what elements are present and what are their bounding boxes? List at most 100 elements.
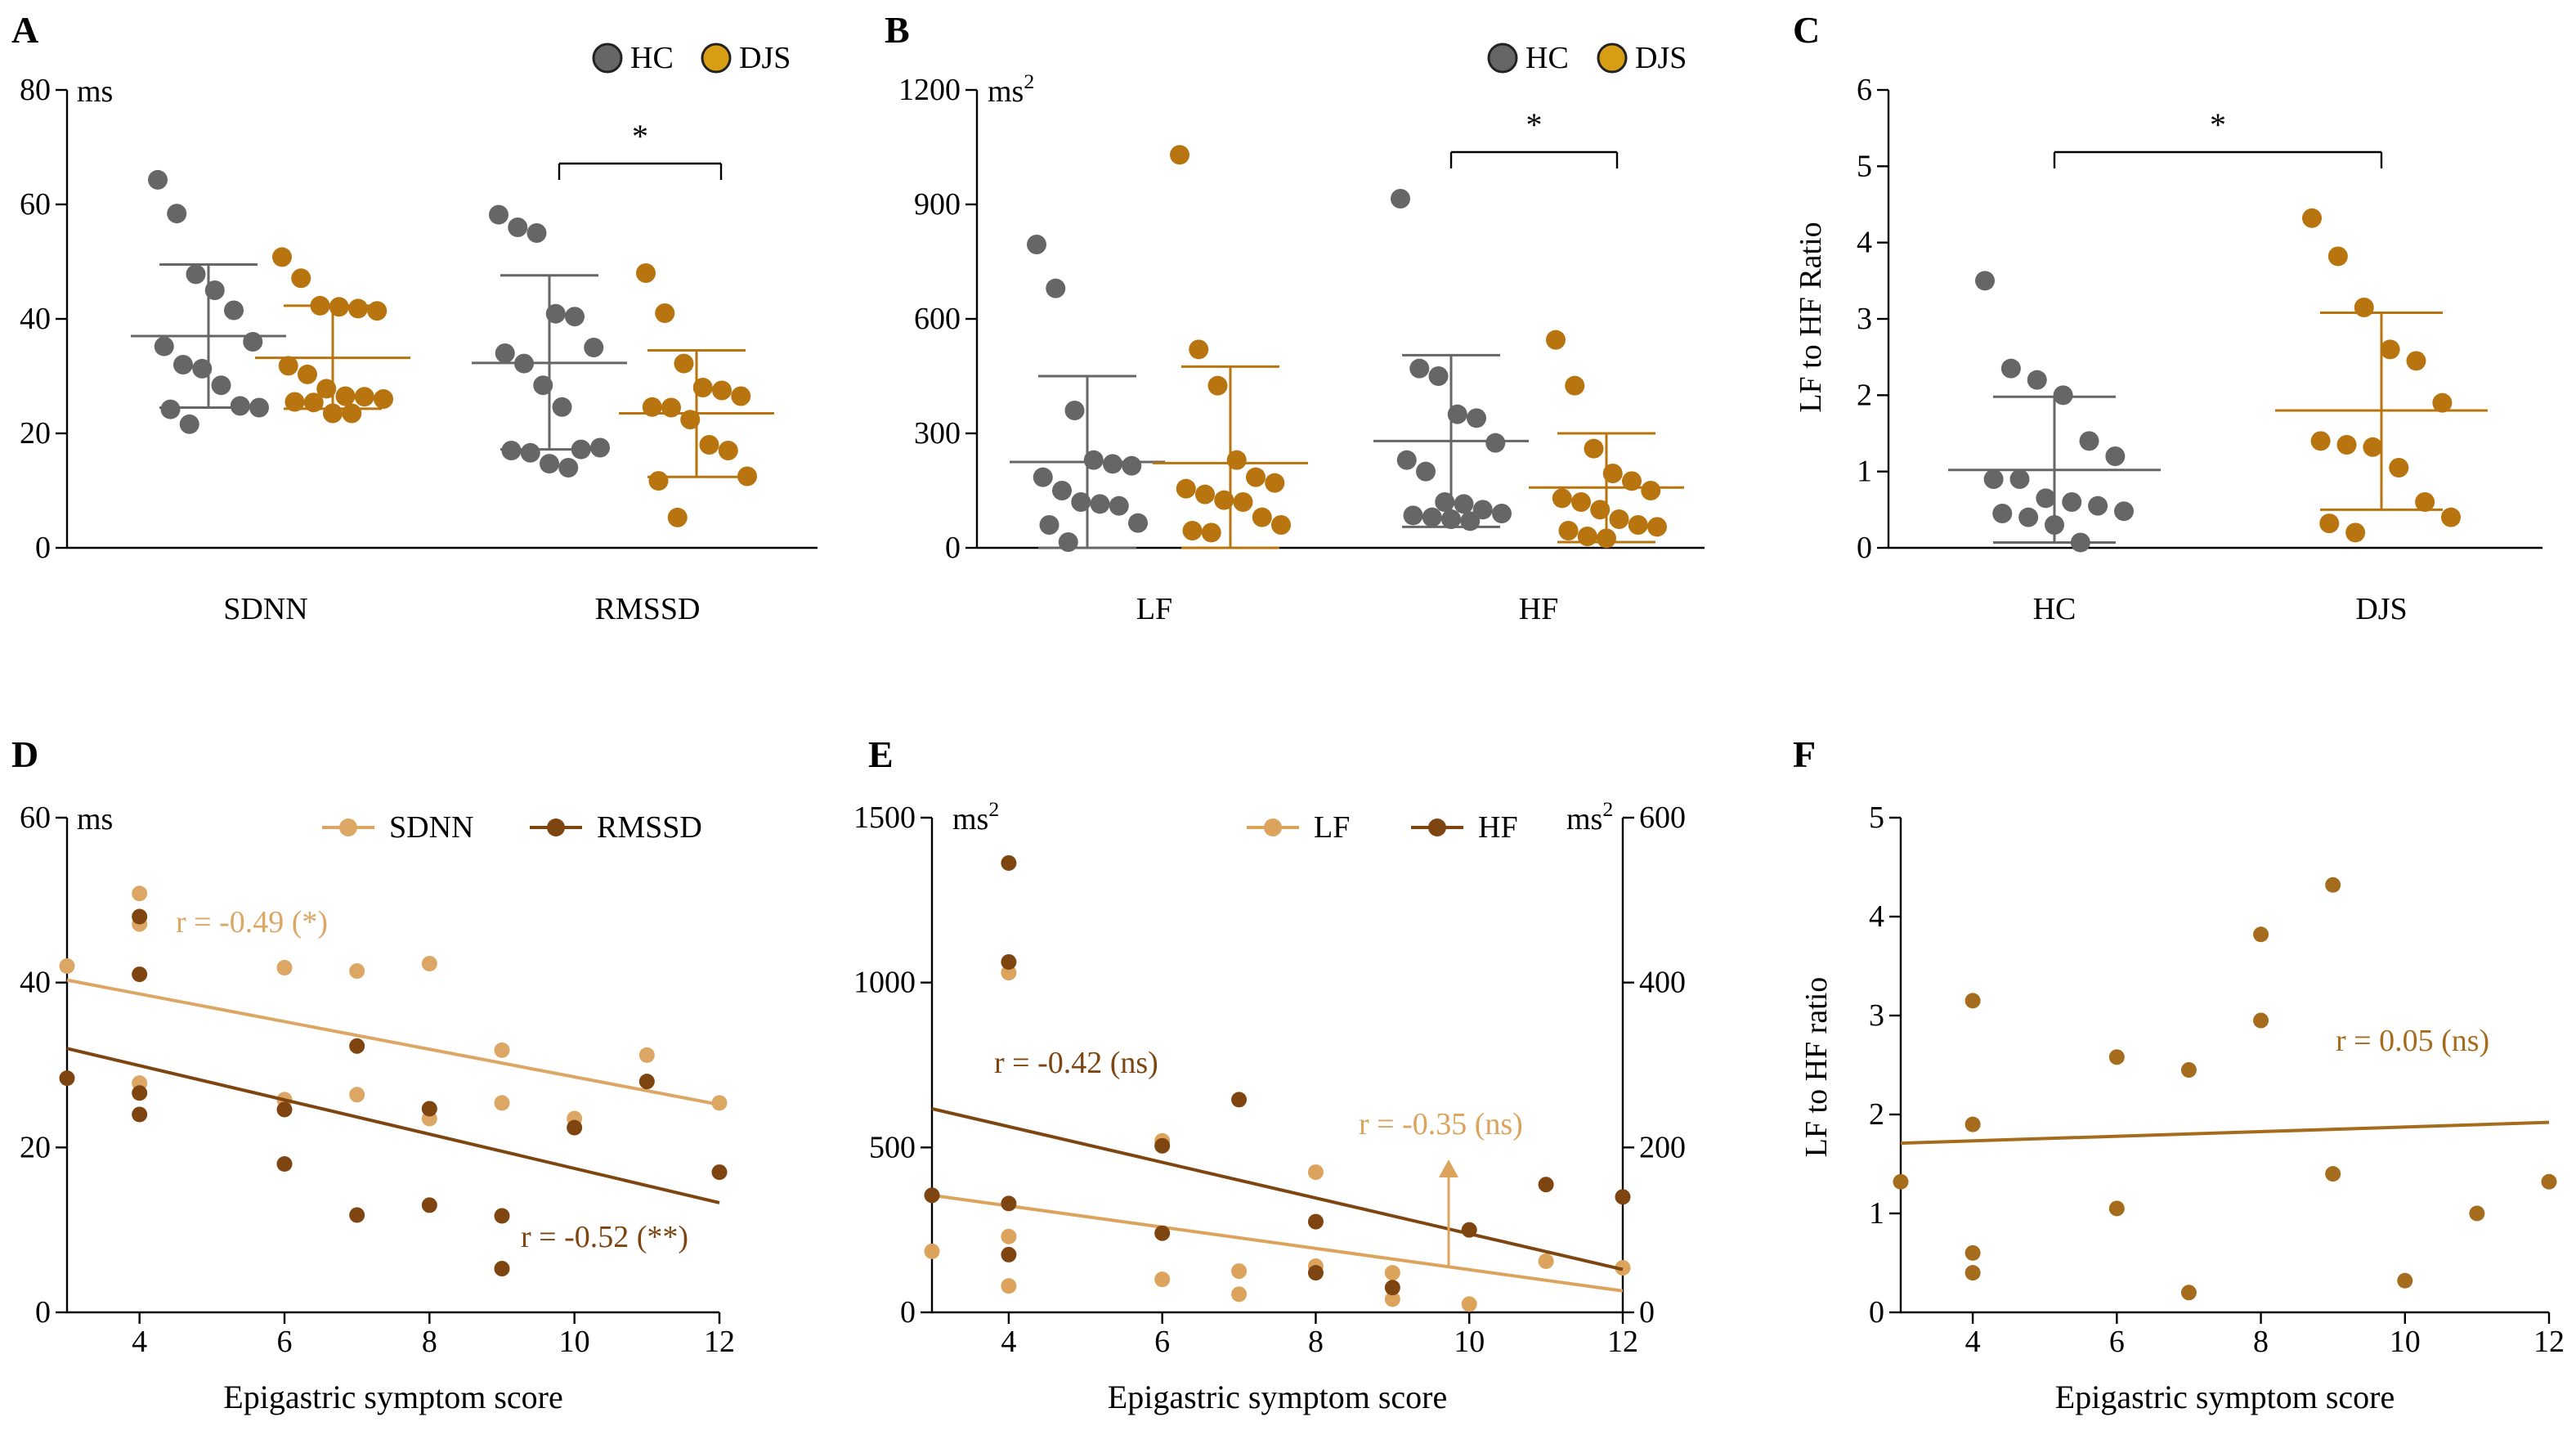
- y-tick-label: 2: [1869, 1097, 1884, 1132]
- panel-c: C 0 1 2 3 4 5 6 LF to HF Ratio HC DJS *: [1793, 9, 2542, 626]
- data-point: [160, 399, 181, 419]
- unit-superscript: 2: [1024, 70, 1034, 93]
- data-point: [1447, 404, 1467, 424]
- legend-marker: [1264, 818, 1282, 836]
- data-point: [349, 963, 365, 980]
- data-point: [924, 1243, 940, 1259]
- data-point: [565, 307, 585, 327]
- y-tick-label: 1: [1869, 1196, 1884, 1231]
- data-point: [2009, 469, 2030, 489]
- data-point: [2018, 507, 2039, 527]
- y-tick-label: 300: [914, 416, 961, 451]
- x-tick-label: 4: [132, 1325, 147, 1359]
- data-point: [526, 223, 547, 243]
- data-point: [1176, 478, 1196, 499]
- legend-label: DJS: [739, 41, 791, 75]
- correlation-annotation: r = 0.05 (ns): [2336, 1024, 2489, 1058]
- data-point: [204, 280, 225, 300]
- data-point: [148, 169, 168, 190]
- regression-line: [66, 978, 720, 1106]
- data-point: [230, 396, 250, 416]
- y2-unit-label: ms2: [1566, 797, 1613, 836]
- data-point: [545, 303, 566, 324]
- data-point: [1128, 513, 1148, 533]
- correlation-annotation: r = -0.42 (ns): [994, 1046, 1158, 1080]
- data-point: [272, 247, 292, 267]
- data-point: [924, 1187, 940, 1204]
- data-point: [2406, 351, 2426, 371]
- data-point: [1441, 509, 1461, 529]
- legend-label: LF: [1314, 810, 1350, 845]
- y-unit-label: ms: [77, 74, 113, 109]
- x-tick-label: 8: [422, 1325, 437, 1359]
- data-point: [1964, 993, 1981, 1009]
- data-point: [2070, 532, 2090, 553]
- data-point: [638, 1047, 655, 1063]
- data-point: [494, 1261, 510, 1277]
- legend-label: HC: [630, 41, 674, 75]
- data-point: [1461, 1222, 1477, 1238]
- data-point: [2336, 435, 2357, 455]
- data-point: [1226, 450, 1247, 470]
- data-point: [1001, 1195, 1017, 1212]
- significance-star: *: [632, 118, 648, 155]
- legend-marker: [1428, 818, 1446, 836]
- data-point: [494, 1095, 510, 1111]
- data-point: [540, 454, 559, 474]
- data-point: [276, 1101, 293, 1118]
- x-tick-label: 6: [2109, 1325, 2125, 1359]
- y-tick-label: 5: [1857, 149, 1872, 183]
- data-point: [1039, 515, 1060, 535]
- y-tick-label: 4: [1857, 226, 1872, 260]
- data-point: [1964, 1244, 1981, 1261]
- data-point: [1231, 1263, 1248, 1280]
- data-point: [514, 353, 534, 374]
- data-point: [2180, 1285, 2197, 1301]
- data-point: [508, 217, 528, 237]
- data-point: [1428, 366, 1449, 386]
- data-point: [1246, 467, 1266, 487]
- data-point: [2319, 513, 2340, 534]
- data-point: [1252, 507, 1272, 527]
- data-point: [1195, 484, 1215, 504]
- legend-marker: [339, 818, 357, 836]
- data-point: [329, 297, 349, 317]
- data-point: [1552, 488, 1572, 509]
- data-point: [2253, 926, 2269, 943]
- data-point: [667, 507, 688, 527]
- data-point: [2108, 1200, 2125, 1217]
- y-tick-label: 0: [35, 1295, 51, 1330]
- x-tick-label: 10: [1454, 1325, 1485, 1359]
- y-tick-label: 3: [1857, 302, 1872, 336]
- data-point: [1485, 433, 1506, 453]
- data-point: [1584, 438, 1604, 459]
- category-label: HC: [2033, 592, 2076, 626]
- data-point: [1983, 469, 2004, 489]
- y-axis-title: LF to HF Ratio: [1794, 222, 1828, 412]
- data-point: [1058, 532, 1078, 552]
- data-point: [731, 386, 751, 406]
- data-point: [179, 414, 199, 434]
- y-unit-label: ms2: [988, 70, 1034, 109]
- data-point: [2062, 492, 2082, 512]
- data-point: [1207, 375, 1228, 396]
- data-point: [2053, 385, 2073, 406]
- data-point: [2000, 358, 2021, 379]
- data-point: [1460, 511, 1481, 531]
- data-point: [2432, 392, 2453, 413]
- y-tick-label: 40: [20, 302, 51, 336]
- data-point: [132, 1085, 148, 1101]
- data-point: [1001, 1246, 1017, 1262]
- data-point: [494, 1042, 510, 1058]
- data-point: [1538, 1253, 1554, 1269]
- y-tick-label: 1500: [853, 800, 916, 835]
- unit-superscript: 2: [988, 797, 999, 821]
- legend-label: RMSSD: [597, 810, 702, 845]
- data-point: [1154, 1225, 1171, 1241]
- y-unit-label: ms: [77, 802, 113, 836]
- y2-tick-label: 600: [1639, 800, 1686, 835]
- y-tick-label: 80: [20, 73, 51, 107]
- data-point: [1492, 504, 1512, 523]
- data-point: [173, 355, 193, 374]
